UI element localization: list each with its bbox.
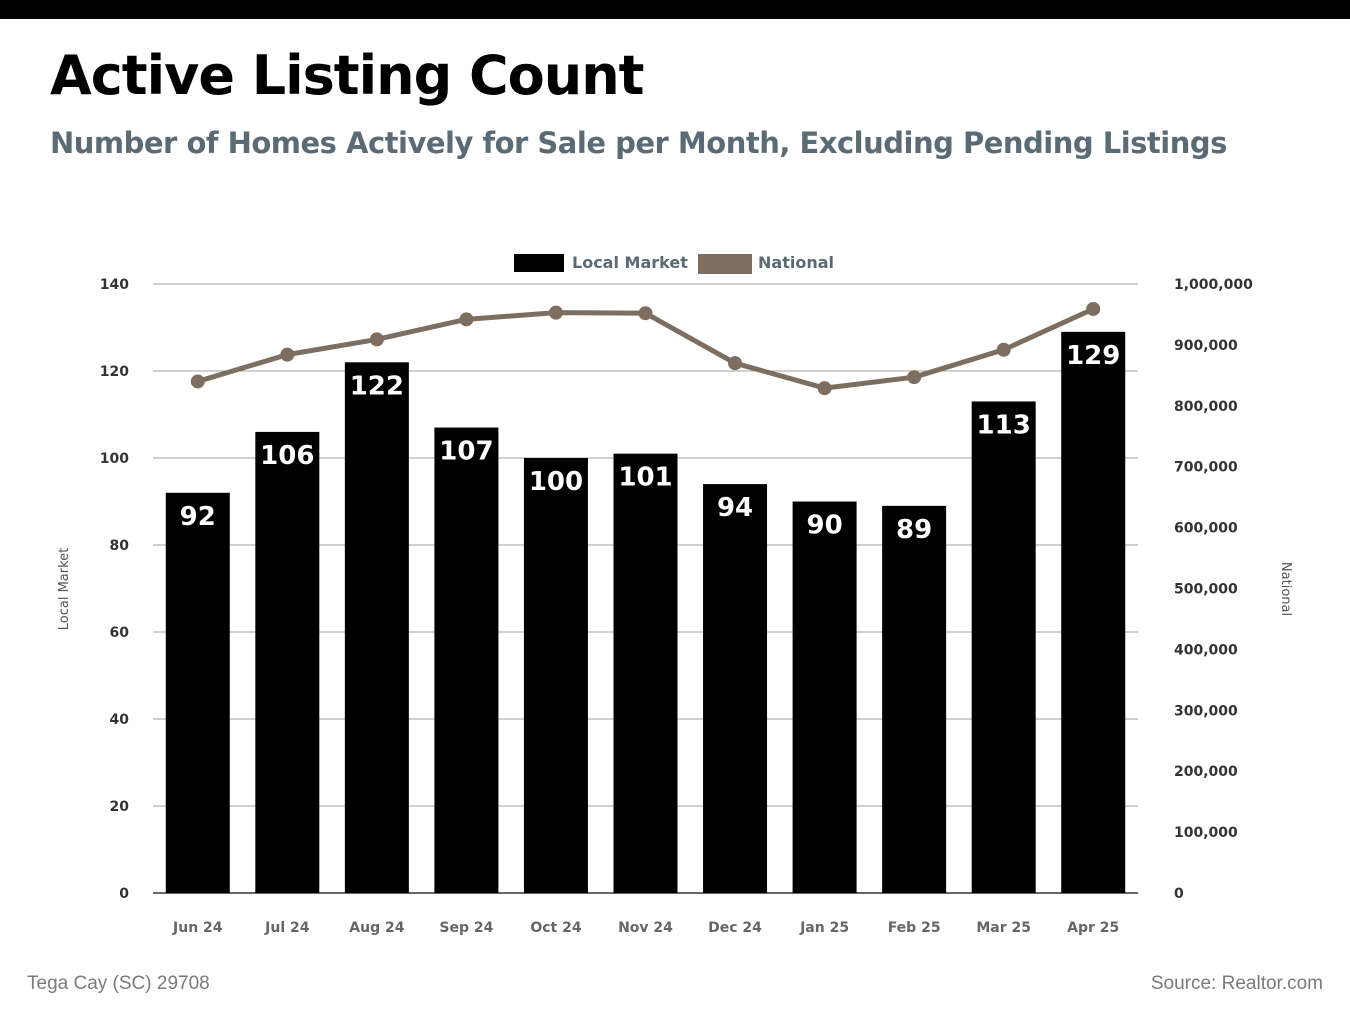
- bar-value-label: 106: [260, 441, 314, 471]
- x-tick-label: Oct 24: [530, 920, 582, 936]
- y2-tick-label: 400,000: [1174, 642, 1238, 658]
- x-tick-label: Nov 24: [618, 920, 673, 936]
- national-point: [1086, 301, 1101, 316]
- y2-tick-label: 0: [1174, 886, 1184, 902]
- national-point: [817, 381, 832, 396]
- y-tick-label: 20: [110, 799, 130, 815]
- national-line: [197, 306, 1095, 391]
- top-bar: [0, 0, 1350, 19]
- y-tick-label: 140: [100, 277, 129, 293]
- x-tick-label: Aug 24: [349, 920, 404, 936]
- x-tick-label: Jul 24: [264, 920, 310, 936]
- bar-value-label: 89: [896, 515, 932, 545]
- national-point: [369, 332, 384, 347]
- y2-tick-label: 600,000: [1174, 521, 1238, 537]
- national-point: [638, 306, 653, 321]
- national-point: [459, 312, 474, 327]
- combo-chart: 0 20 40 60 80 100 120 140 0 100,000 200,000 300,000…: [57, 253, 1293, 936]
- x-tick-label: Sep 24: [439, 920, 493, 936]
- y2-tick-label: 100,000: [1174, 825, 1238, 841]
- x-tick-label: Jan 25: [799, 920, 849, 936]
- bar-local-market: [1061, 331, 1126, 894]
- bar-value-label: 92: [180, 502, 216, 532]
- x-tick-label: Dec 24: [708, 920, 762, 936]
- bar-value-label: 107: [439, 437, 493, 467]
- bar-local-market: [434, 427, 499, 893]
- y-axis-title: Local Market: [57, 548, 72, 631]
- bar-local-market: [344, 362, 409, 893]
- national-point: [907, 370, 922, 385]
- legend-swatch-local: [514, 254, 564, 272]
- bar-local-market: [971, 401, 1036, 893]
- y-tick-label: 0: [119, 886, 129, 902]
- x-tick-label: Feb 25: [888, 920, 941, 936]
- bar-local-market: [613, 453, 678, 893]
- y2-tick-label: 500,000: [1174, 582, 1238, 598]
- y2-tick-label: 300,000: [1174, 703, 1238, 719]
- national-point: [548, 305, 563, 320]
- bar-value-label: 90: [806, 511, 842, 541]
- national-point: [728, 356, 743, 371]
- footer-location: Tega Cay (SC) 29708: [27, 973, 210, 994]
- bar-local-market: [703, 484, 768, 893]
- y-tick-label: 80: [110, 538, 130, 554]
- national-point: [190, 374, 205, 389]
- bar-value-label: 101: [618, 463, 672, 493]
- x-tick-label: Jun 24: [172, 920, 223, 936]
- bar-local-market: [882, 505, 947, 893]
- national-point: [996, 342, 1011, 357]
- x-tick-label: Apr 25: [1067, 920, 1119, 936]
- page-title: Active Listing Count: [50, 44, 644, 107]
- national-point: [280, 347, 295, 362]
- bar-local-market: [792, 501, 857, 893]
- bar-value-label: 100: [529, 467, 583, 497]
- y-tick-label: 60: [110, 625, 130, 641]
- y2-tick-label: 800,000: [1174, 399, 1238, 415]
- y2-axis-title: National: [1278, 562, 1293, 616]
- y2-tick-label: 900,000: [1174, 338, 1238, 354]
- footer-source: Source: Realtor.com: [1150, 973, 1323, 994]
- legend-label-national: National: [758, 253, 834, 272]
- bar-value-label: 94: [717, 493, 753, 523]
- bar-value-label: 113: [977, 410, 1031, 440]
- y2-tick-label: 700,000: [1174, 460, 1238, 476]
- x-tick-label: Mar 25: [976, 920, 1031, 936]
- y2-tick-label: 200,000: [1174, 764, 1238, 780]
- bar-local-market: [165, 492, 230, 893]
- bar-value-label: 122: [350, 371, 404, 401]
- bar-value-label: 129: [1066, 341, 1120, 371]
- page-subtitle: Number of Homes Actively for Sale per Mo…: [50, 126, 1227, 160]
- bar-local-market: [523, 458, 588, 893]
- y2-tick-label: 1,000,000: [1174, 277, 1253, 293]
- bar-local-market: [255, 431, 320, 893]
- y-tick-label: 100: [100, 451, 129, 467]
- legend-label-local: Local Market: [572, 253, 688, 272]
- y-tick-label: 120: [100, 364, 129, 380]
- y-tick-label: 40: [110, 712, 130, 728]
- legend-swatch-national: [698, 254, 752, 274]
